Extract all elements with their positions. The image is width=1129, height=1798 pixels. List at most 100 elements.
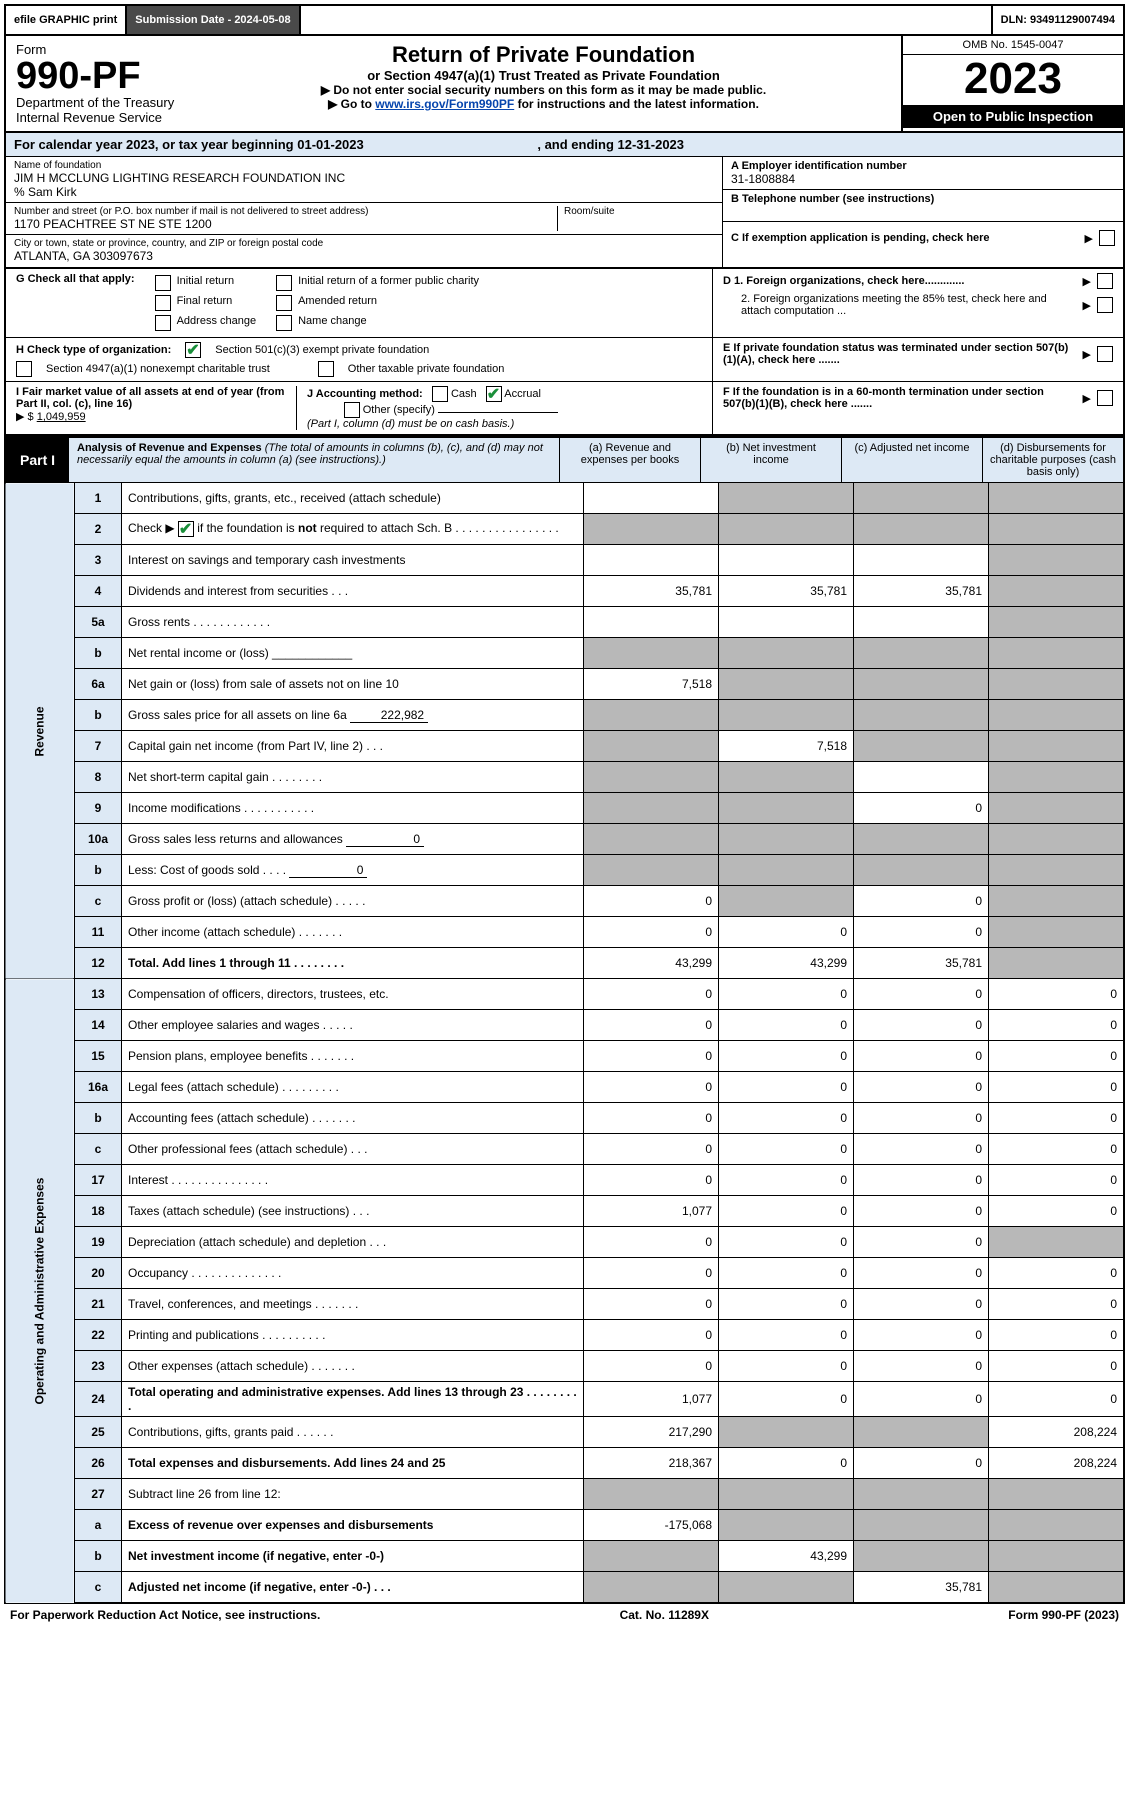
amount-cell: 0 [989,1196,1125,1227]
form-url-link[interactable]: www.irs.gov/Form990PF [375,97,514,111]
instruct-ssn: ▶ Do not enter social security numbers o… [196,83,891,97]
amount-cell: 0 [989,1351,1125,1382]
c-checkbox[interactable] [1099,230,1115,246]
amount-cell [719,669,854,700]
form-number: 990-PF [16,57,176,95]
arrow-icon: ▶ [1083,275,1091,288]
g-initial-return-checkbox[interactable] [155,275,171,291]
amount-cell [989,917,1125,948]
g-label: G Check all that apply: [16,273,135,285]
line-number: b [75,700,122,731]
line-number: b [75,855,122,886]
amount-cell [584,483,719,514]
line-number: 1 [75,483,122,514]
foundation-name-cell: Name of foundation JIM H MCCLUNG LIGHTIN… [6,157,722,203]
amount-cell: 0 [584,1103,719,1134]
line-description: Gross sales less returns and allowances … [122,824,584,855]
amount-cell [989,545,1125,576]
d2-checkbox[interactable] [1097,297,1113,313]
j-accrual-checkbox[interactable] [486,386,502,402]
g-address-change-checkbox[interactable] [155,315,171,331]
table-row: aExcess of revenue over expenses and dis… [5,1510,1124,1541]
amount-cell [854,824,989,855]
e-checkbox[interactable] [1097,346,1113,362]
line-number: 13 [75,979,122,1010]
f-checkbox[interactable] [1097,390,1113,406]
amount-cell: 0 [854,1448,989,1479]
line-number: a [75,1510,122,1541]
amount-cell [854,545,989,576]
amount-cell: 0 [584,886,719,917]
amount-cell: 0 [989,1134,1125,1165]
table-row: 2Check ▶ if the foundation is not requir… [5,514,1124,545]
line-description: Travel, conferences, and meetings . . . … [122,1289,584,1320]
h-left: H Check type of organization: Section 50… [6,338,712,381]
amount-cell [989,483,1125,514]
table-row: 23Other expenses (attach schedule) . . .… [5,1351,1124,1382]
j-cash: Cash [451,388,477,400]
h-501c3-checkbox[interactable] [185,342,201,358]
line-description: Capital gain net income (from Part IV, l… [122,731,584,762]
table-row: 20Occupancy . . . . . . . . . . . . . .0… [5,1258,1124,1289]
amount-cell: 0 [989,979,1125,1010]
d1-checkbox[interactable] [1097,273,1113,289]
amount-cell: 0 [854,1103,989,1134]
g-final-return-checkbox[interactable] [155,295,171,311]
form-year-block: OMB No. 1545-0047 2023 Open to Public In… [901,36,1123,131]
line-description: Depreciation (attach schedule) and deple… [122,1227,584,1258]
e-label: E If private foundation status was termi… [723,342,1077,366]
amount-cell: 0 [584,1289,719,1320]
amount-cell [719,483,854,514]
f-label: F If the foundation is in a 60-month ter… [723,386,1077,410]
table-row: bAccounting fees (attach schedule) . . .… [5,1103,1124,1134]
j-cash-checkbox[interactable] [432,386,448,402]
form-id-block: Form 990-PF Department of the Treasury I… [6,36,186,131]
j-other-checkbox[interactable] [344,402,360,418]
line-description: Excess of revenue over expenses and disb… [122,1510,584,1541]
amount-cell [989,855,1125,886]
amount-cell [719,638,854,669]
table-row: bGross sales price for all assets on lin… [5,700,1124,731]
amount-cell [989,948,1125,979]
amount-cell [719,545,854,576]
amount-cell: 0 [719,979,854,1010]
name-label: Name of foundation [14,160,714,171]
line-description: Contributions, gifts, grants paid . . . … [122,1417,584,1448]
table-row: 24Total operating and administrative exp… [5,1382,1124,1417]
amount-cell: 0 [854,1134,989,1165]
amount-cell [854,607,989,638]
expenses-side-label: Operating and Administrative Expenses [5,979,75,1604]
h-other-taxable-checkbox[interactable] [318,361,334,377]
schb-checkbox[interactable] [178,521,194,537]
g-amended-checkbox[interactable] [276,295,292,311]
line-number: 25 [75,1417,122,1448]
line-number: 10a [75,824,122,855]
amount-cell: 7,518 [719,731,854,762]
ein-label: A Employer identification number [731,160,1115,172]
amount-cell: 0 [719,1382,854,1417]
amount-cell: 0 [719,1289,854,1320]
amount-cell: 0 [854,793,989,824]
g-name-change-checkbox[interactable] [276,315,292,331]
h-4947-checkbox[interactable] [16,361,32,377]
amount-cell: 0 [719,1351,854,1382]
amount-cell [989,514,1125,545]
line-number: 4 [75,576,122,607]
amount-cell [719,886,854,917]
amount-cell [584,1479,719,1510]
foundation-name: JIM H MCCLUNG LIGHTING RESEARCH FOUNDATI… [14,171,714,185]
line-number: 6a [75,669,122,700]
amount-cell: 1,077 [584,1382,719,1417]
g-initial-public-checkbox[interactable] [276,275,292,291]
amount-cell [719,855,854,886]
i-label: I Fair market value of all assets at end… [16,386,284,410]
city-cell: City or town, state or province, country… [6,235,722,267]
line-number: 19 [75,1227,122,1258]
amount-cell [584,762,719,793]
table-row: 6aNet gain or (loss) from sale of assets… [5,669,1124,700]
amount-cell [989,669,1125,700]
part1-label: Part I [6,438,69,482]
line-number: 7 [75,731,122,762]
amount-cell: 0 [854,1072,989,1103]
efile-print-button[interactable]: efile GRAPHIC print [6,6,127,34]
